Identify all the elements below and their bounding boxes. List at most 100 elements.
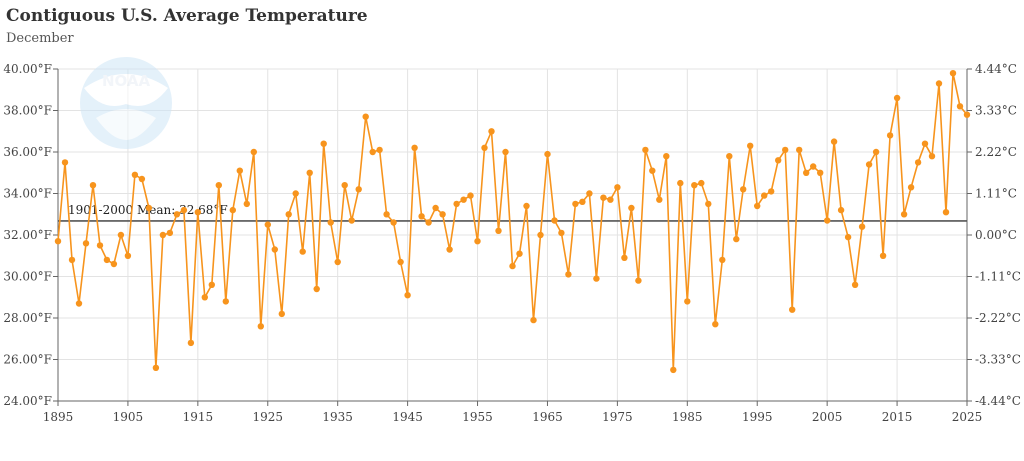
x-tick-label: 1895 xyxy=(43,410,74,424)
data-point xyxy=(320,140,327,147)
data-point xyxy=(446,246,453,253)
data-point xyxy=(803,169,810,176)
data-point xyxy=(523,202,530,210)
data-point xyxy=(215,182,222,189)
data-point xyxy=(313,285,320,293)
y-left-tick-label: 32.00°F xyxy=(3,228,52,242)
data-point xyxy=(75,300,83,307)
y-left-tick-label: 30.00°F xyxy=(3,270,52,284)
data-point xyxy=(516,250,523,257)
data-point xyxy=(439,211,446,218)
data-point xyxy=(397,258,404,266)
data-point xyxy=(810,163,817,170)
data-point xyxy=(754,202,761,210)
data-point xyxy=(418,213,425,220)
data-point xyxy=(278,310,285,318)
data-point xyxy=(369,148,376,156)
data-point xyxy=(921,140,929,147)
data-point xyxy=(292,190,299,197)
y-left-tick-label: 26.00°F xyxy=(3,353,52,367)
y-left-tick-label: 28.00°F xyxy=(3,311,52,325)
data-point xyxy=(495,227,502,234)
grid-lines xyxy=(57,68,968,402)
y-left-tick-label: 38.00°F xyxy=(3,104,52,118)
data-point xyxy=(131,171,139,178)
x-tick-label: 1955 xyxy=(462,410,493,424)
data-point xyxy=(537,231,544,239)
data-point xyxy=(768,188,775,195)
data-point xyxy=(68,256,76,264)
data-point xyxy=(893,94,901,102)
x-tick-label: 2015 xyxy=(882,410,913,424)
data-point xyxy=(61,159,69,166)
data-point xyxy=(872,148,880,156)
data-point xyxy=(544,150,551,158)
data-point xyxy=(949,70,957,77)
data-point xyxy=(817,169,824,176)
data-point xyxy=(747,142,754,149)
data-point xyxy=(299,248,306,255)
data-point xyxy=(761,192,768,199)
data-point xyxy=(341,182,348,189)
data-point xyxy=(390,219,397,226)
data-point xyxy=(886,132,894,139)
data-point xyxy=(942,209,950,216)
data-point xyxy=(411,144,418,151)
data-point xyxy=(159,231,167,239)
data-point xyxy=(900,211,908,218)
noaa-logo: NOAA xyxy=(80,57,172,149)
data-point xyxy=(530,316,537,324)
data-point xyxy=(879,252,887,259)
data-point xyxy=(327,219,334,226)
data-point xyxy=(285,211,292,218)
x-tick-label: 2025 xyxy=(952,410,983,424)
data-point xyxy=(432,204,439,212)
y-left-tick-label: 34.00°F xyxy=(3,187,52,201)
data-point xyxy=(621,254,628,261)
data-point xyxy=(684,298,691,305)
data-point xyxy=(670,366,677,374)
y-left-tick-label: 40.00°F xyxy=(3,62,52,76)
x-tick-label: 1915 xyxy=(183,410,214,424)
data-point xyxy=(173,211,181,218)
data-point xyxy=(733,235,740,243)
data-point xyxy=(481,144,488,151)
x-tick-label: 1985 xyxy=(672,410,703,424)
x-tick-label: 1975 xyxy=(602,410,633,424)
y-right-tick-label: -3.33°C xyxy=(975,353,1021,367)
data-point xyxy=(474,238,481,245)
data-point xyxy=(117,231,125,239)
x-tick-label: 1945 xyxy=(392,410,423,424)
data-point xyxy=(103,256,111,264)
y-right-tick-label: 3.33°C xyxy=(975,104,1017,118)
y-right-tick-label: 2.22°C xyxy=(975,145,1017,159)
data-point xyxy=(691,182,698,189)
data-point xyxy=(460,196,467,203)
data-point xyxy=(229,206,236,214)
data-point xyxy=(824,217,831,224)
data-point xyxy=(628,204,635,212)
data-point xyxy=(963,111,971,118)
data-point xyxy=(789,306,796,313)
data-point xyxy=(166,229,174,237)
data-point xyxy=(306,169,313,176)
data-point xyxy=(355,186,362,193)
data-point xyxy=(236,167,243,174)
temperature-series xyxy=(54,70,971,374)
y-right-tick-label: -4.44°C xyxy=(975,394,1021,408)
data-point xyxy=(586,190,593,197)
x-tick-label: 2005 xyxy=(812,410,843,424)
data-point xyxy=(677,179,684,187)
data-point xyxy=(914,159,922,166)
data-point xyxy=(782,146,789,154)
data-point xyxy=(698,179,705,187)
data-point xyxy=(558,229,565,237)
data-point xyxy=(334,258,341,266)
data-point xyxy=(844,233,852,241)
data-point xyxy=(614,184,621,191)
x-tick-label: 1925 xyxy=(252,410,283,424)
data-point xyxy=(54,238,62,245)
data-point xyxy=(82,240,90,247)
data-point xyxy=(572,200,579,208)
tick-labels: 24.00°F -4.44°C 26.00°F -3.33°C 28.00°F -2.22… xyxy=(3,62,1021,424)
